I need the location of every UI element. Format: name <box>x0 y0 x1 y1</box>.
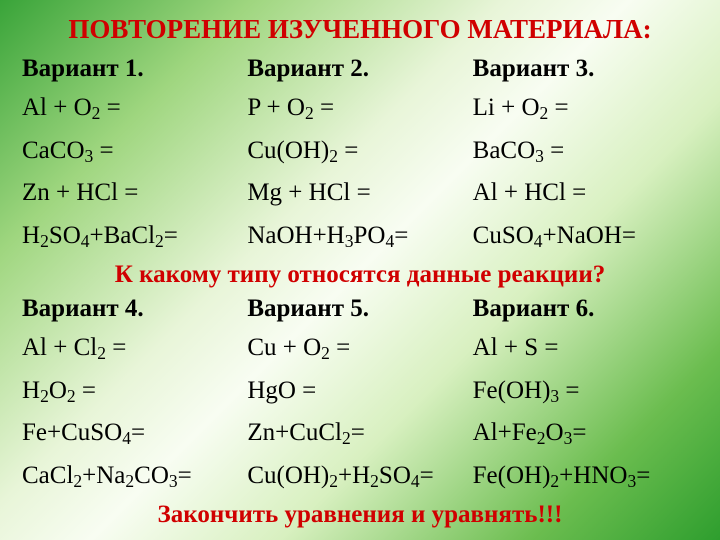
main-title: ПОВТОРЕНИЕ ИЗУЧЕННОГО МАТЕРИАЛА: <box>22 14 698 45</box>
v2-eq3: Mg + HCl = <box>247 172 472 215</box>
variant-3-col: Вариант 3. Li + O2 = BaCO3 = Al + HCl = … <box>473 55 698 257</box>
v5-eq4: Cu(OH)2+H2SO4= <box>247 455 472 498</box>
variant-2-col: Вариант 2. P + O2 = Cu(OH)2 = Mg + HCl =… <box>247 55 472 257</box>
variant-row-2: Вариант 4. Al + Cl2 = H2O2 = Fe+CuSO4= C… <box>22 295 698 497</box>
v2-eq4: NaOH+H3PO4= <box>247 215 472 258</box>
v1-eq3: Zn + HCl = <box>22 172 247 215</box>
v1-eq4: H2SO4+BaCl2= <box>22 215 247 258</box>
v4-eq2: H2O2 = <box>22 370 247 413</box>
variant-6-col: Вариант 6. Al + S = Fe(OH)3 = Al+Fe2O3= … <box>473 295 698 497</box>
variant-4-col: Вариант 4. Al + Cl2 = H2O2 = Fe+CuSO4= C… <box>22 295 247 497</box>
v2-eq2: Cu(OH)2 = <box>247 130 472 173</box>
v1-eq2: CaCO3 = <box>22 130 247 173</box>
variant-3-head: Вариант 3. <box>473 55 698 83</box>
v5-eq2: HgO = <box>247 370 472 413</box>
v3-eq3: Al + HCl = <box>473 172 698 215</box>
v6-eq2: Fe(OH)3 = <box>473 370 698 413</box>
v3-eq1: Li + O2 = <box>473 87 698 130</box>
v5-eq3: Zn+CuCl2= <box>247 412 472 455</box>
variant-5-head: Вариант 5. <box>247 295 472 323</box>
v4-eq1: Al + Cl2 = <box>22 327 247 370</box>
v4-eq3: Fe+CuSO4= <box>22 412 247 455</box>
v6-eq3: Al+Fe2O3= <box>473 412 698 455</box>
v4-eq4: CaCl2+Na2CO3= <box>22 455 247 498</box>
v2-eq1: P + O2 = <box>247 87 472 130</box>
slide-container: ПОВТОРЕНИЕ ИЗУЧЕННОГО МАТЕРИАЛА: Вариант… <box>0 0 720 529</box>
question-line: К какому типу относятся данные реакции? <box>22 261 698 289</box>
v6-eq1: Al + S = <box>473 327 698 370</box>
v1-eq1: Al + O2 = <box>22 87 247 130</box>
v5-eq1: Cu + O2 = <box>247 327 472 370</box>
variant-4-head: Вариант 4. <box>22 295 247 323</box>
variant-5-col: Вариант 5. Cu + O2 = HgO = Zn+CuCl2= Cu(… <box>247 295 472 497</box>
v3-eq2: BaCO3 = <box>473 130 698 173</box>
variant-1-head: Вариант 1. <box>22 55 247 83</box>
variant-2-head: Вариант 2. <box>247 55 472 83</box>
footer-line: Закончить уравнения и уравнять!!! <box>22 501 698 529</box>
v3-eq4: CuSO4+NaOH= <box>473 215 698 258</box>
v6-eq4: Fe(OH)2+HNO3= <box>473 455 698 498</box>
variant-6-head: Вариант 6. <box>473 295 698 323</box>
variant-row-1: Вариант 1. Al + O2 = CaCO3 = Zn + HCl = … <box>22 55 698 257</box>
variant-1-col: Вариант 1. Al + O2 = CaCO3 = Zn + HCl = … <box>22 55 247 257</box>
